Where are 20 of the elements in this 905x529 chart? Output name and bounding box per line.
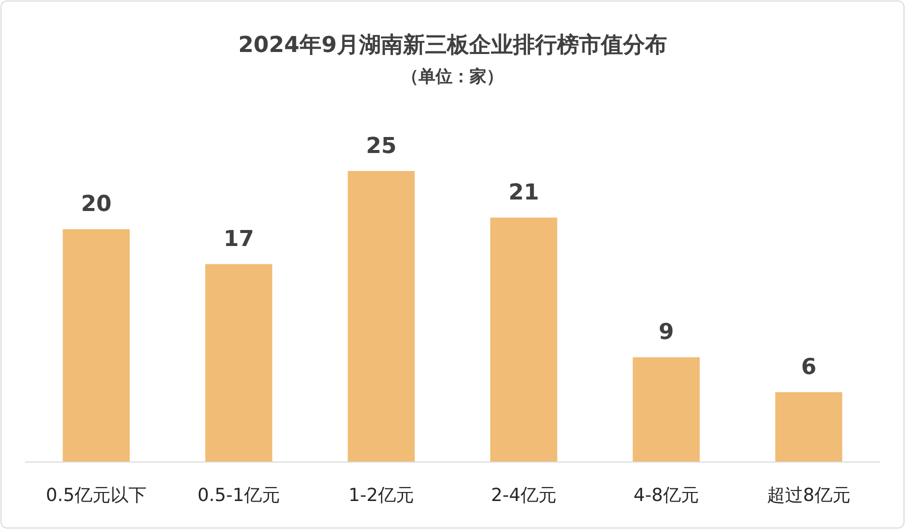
bar	[62, 229, 130, 462]
x-tick-label: 2-4亿元	[491, 485, 556, 506]
bar	[490, 218, 558, 462]
x-tick-label: 超过8亿元	[767, 485, 850, 506]
data-label: 21	[508, 180, 540, 206]
data-label: 9	[658, 320, 674, 346]
bar	[775, 392, 842, 462]
x-tick-label: 4-8亿元	[634, 485, 699, 506]
data-label: 25	[366, 134, 397, 159]
x-tick-label: 0.5-1亿元	[197, 485, 280, 506]
bar	[348, 171, 415, 462]
chart-subtitle: （单位：家）	[402, 67, 504, 87]
x-tick-label: 1-2亿元	[348, 485, 414, 506]
bar	[632, 357, 700, 462]
bar	[205, 264, 272, 462]
x-tick-label: 0.5亿元以下	[46, 485, 147, 506]
data-label: 6	[801, 355, 816, 380]
data-label: 17	[223, 227, 254, 252]
chart-title: 2024年9月湖南新三板企业排行榜市值分布	[238, 32, 667, 58]
data-label: 20	[80, 192, 112, 218]
